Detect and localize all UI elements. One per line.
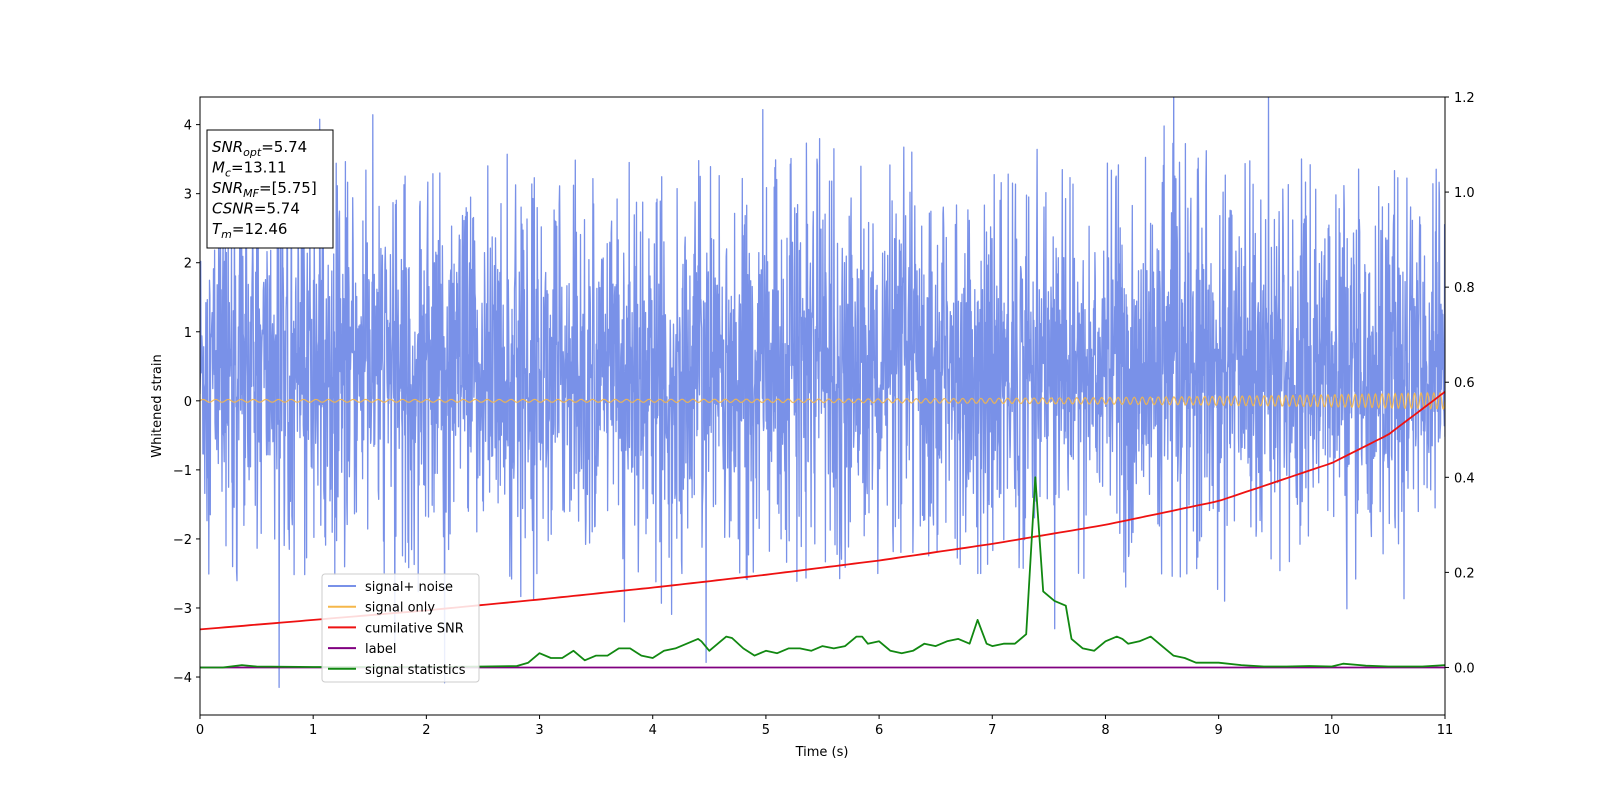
- y2-tick-label: 0.4: [1454, 471, 1475, 486]
- x-tick-label: 5: [762, 723, 770, 738]
- x-tick-label: 8: [1101, 723, 1109, 738]
- stats-value: =[5.75]: [259, 179, 317, 197]
- y2-tick-label: 1.0: [1454, 186, 1475, 201]
- x-tick-label: 3: [535, 723, 543, 738]
- stats-value: =5.74: [254, 200, 300, 218]
- stats-symbol: M: [212, 159, 225, 177]
- legend-label: cumilative SNR: [365, 621, 464, 636]
- stats-symbol: CSNR: [212, 200, 254, 218]
- y-tick-label: −2: [173, 533, 192, 548]
- stats-line: CSNR=5.74: [212, 200, 300, 218]
- legend-frame: [321, 573, 480, 683]
- legend-label: label: [365, 642, 396, 657]
- y-tick-label: 2: [184, 257, 192, 272]
- stats-subscript: m: [221, 228, 232, 241]
- stats-box-frame: [206, 129, 334, 249]
- plot-frame: [199, 96, 1446, 716]
- legend: signal+ noise signal only cumilative SNR la…: [321, 573, 480, 683]
- x-tick-label: 11: [1437, 723, 1454, 738]
- stats-value: =12.46: [232, 220, 288, 238]
- y-tick-label: 0: [184, 395, 192, 410]
- x-tick-label: 1: [309, 723, 317, 738]
- x-tick-label: 6: [875, 723, 883, 738]
- noise-series-layer: [200, 97, 1445, 689]
- y2-tick-label: 1.2: [1454, 91, 1475, 106]
- y2-tick-label: 0.8: [1454, 281, 1475, 296]
- x-tick-label: 9: [1214, 723, 1222, 738]
- stats-symbol: SNR: [212, 179, 243, 197]
- y-axis-title: Whitened strain: [150, 354, 165, 457]
- y-tick-label: −1: [173, 464, 192, 479]
- x-axis-title: Time (s): [795, 745, 849, 760]
- signal-series-layer: [200, 391, 1445, 411]
- stats-subscript: opt: [243, 146, 262, 159]
- stats-line: Mc=13.11: [212, 159, 287, 180]
- x-tick-label: 10: [1324, 723, 1341, 738]
- stats-value: =5.74: [261, 138, 307, 156]
- y-tick-label: 4: [184, 119, 192, 134]
- stats-line: SNRopt=5.74: [212, 138, 307, 159]
- y-tick-label: 1: [184, 326, 192, 341]
- signal-only-line: [200, 391, 1445, 411]
- x-tick-label: 7: [988, 723, 996, 738]
- legend-label: signal only: [365, 601, 435, 616]
- stats-line: Tm=12.46: [212, 220, 287, 241]
- y2-tick-label: 0.2: [1454, 566, 1475, 581]
- y-tick-label: −3: [173, 602, 192, 617]
- y2-tick-label: 0.0: [1454, 661, 1475, 676]
- legend-label: signal statistics: [365, 663, 466, 678]
- stats-value: =13.11: [231, 159, 287, 177]
- y-tick-label: −4: [173, 671, 192, 686]
- axis-ticks-layer: 0 1 2 3 4 5 6 7 8 9 10 1143210−1−2−3−41.21.00.80.60…: [173, 91, 1475, 738]
- stats-subscript: MF: [243, 187, 259, 200]
- signal-statistics-line: [200, 476, 1445, 669]
- x-tick-label: 4: [649, 723, 657, 738]
- x-tick-label: 0: [196, 723, 204, 738]
- stats-symbol: T: [212, 220, 223, 238]
- y2-tick-label: 0.6: [1454, 376, 1475, 391]
- stats-symbol: SNR: [212, 138, 243, 156]
- signal-plus-noise-line: [200, 97, 1445, 689]
- stats-line: SNRMF=[5.75]: [212, 179, 317, 200]
- y-tick-label: 3: [184, 188, 192, 203]
- x-tick-label: 2: [422, 723, 430, 738]
- legend-label: signal+ noise: [365, 580, 453, 595]
- stats-box: SNRopt=5.74Mc=13.11SNRMF=[5.75]CSNR=5.74…: [206, 129, 334, 249]
- stats-subscript: c: [225, 167, 231, 180]
